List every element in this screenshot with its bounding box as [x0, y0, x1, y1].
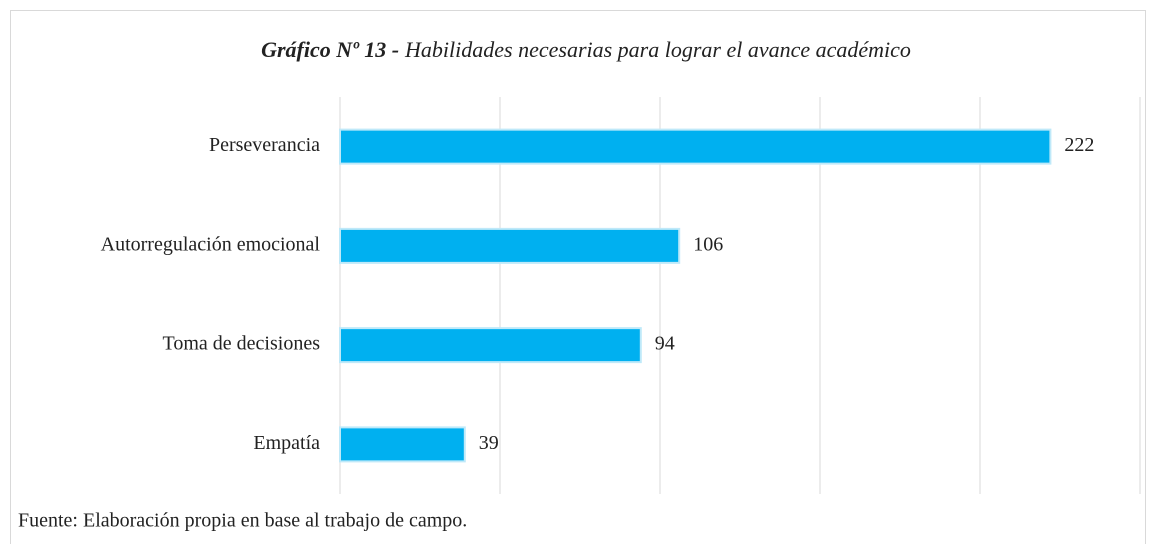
data-label: 222 [1064, 134, 1094, 156]
y-tick-label: Toma de decisiones [163, 333, 321, 355]
title-text: Habilidades necesarias para lograr el av… [404, 37, 911, 62]
chart-frame [10, 10, 1146, 544]
y-tick-label: Autorregulación emocional [101, 233, 321, 255]
y-tick-label: Perseverancia [209, 134, 320, 156]
bar [339, 227, 681, 264]
data-label: 39 [479, 432, 499, 454]
data-label: 94 [655, 333, 675, 355]
chart-title: Gráfico Nº 13 - Habilidades necesarias pa… [261, 37, 911, 62]
y-tick-label: Empatía [253, 432, 320, 454]
data-label: 106 [693, 233, 723, 255]
bar [339, 128, 1052, 165]
bar [339, 327, 642, 364]
bar [339, 426, 466, 463]
title-label: Gráfico Nº 13 - [261, 37, 399, 62]
source-note: Fuente: Elaboración propia en base al tr… [18, 510, 467, 532]
